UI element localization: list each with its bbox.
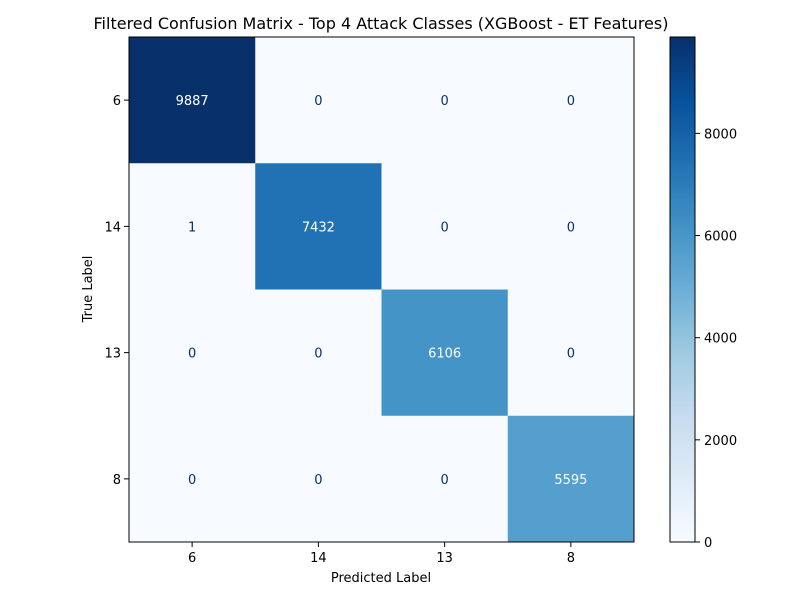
cell-value-label: 0: [188, 473, 196, 488]
matrix-cell: [129, 37, 256, 164]
x-tick-label: 8: [567, 551, 575, 566]
matrix-cell: [507, 163, 635, 290]
plot-frame: [128, 36, 635, 543]
cell-value-label: 5595: [554, 473, 587, 488]
cell-value-label: 0: [314, 347, 322, 362]
matrix-cell: [507, 415, 635, 543]
matrix-cell: [381, 163, 509, 290]
matrix-cell: [255, 37, 382, 164]
cell-value-label: 0: [440, 473, 448, 488]
x-tick-label: 13: [436, 551, 453, 566]
cell-value-label: 0: [567, 220, 575, 235]
matrix-cell: [381, 37, 509, 164]
matrix-cell: [381, 415, 509, 543]
cell-value-label: 0: [314, 473, 322, 488]
cell-value-label: 9887: [176, 94, 209, 109]
colorbar-tick-label: 6000: [704, 230, 737, 245]
colorbar-tick-label: 8000: [704, 127, 737, 142]
matrix-cell: [255, 163, 382, 290]
cell-value-label: 1: [188, 220, 196, 235]
y-tick-label: 14: [104, 220, 121, 235]
chart-title: Filtered Confusion Matrix - Top 4 Attack…: [94, 14, 669, 33]
heatmap-cells: 9887 0 0 0 1 7432 0 0 0 0 6106 0 0 0 0 5595: [129, 37, 635, 543]
y-tick-label: 8: [113, 473, 121, 488]
matrix-cell: [255, 415, 382, 543]
cell-value-label: 0: [567, 347, 575, 362]
x-axis-label: Predicted Label: [331, 571, 431, 586]
colorbar-tick-label: 4000: [704, 332, 737, 347]
cell-value-label: 0: [314, 94, 322, 109]
cell-value-label: 0: [440, 94, 448, 109]
cell-value-label: 6106: [428, 347, 461, 362]
x-tick-label: 14: [310, 551, 327, 566]
matrix-cell: [381, 289, 509, 417]
colorbar: [669, 36, 696, 543]
colorbar-axis: 0 2000 4000 6000 8000: [695, 127, 737, 551]
y-tick-label: 13: [104, 347, 121, 362]
x-tick-label: 6: [188, 551, 196, 566]
matrix-cell: [129, 289, 256, 417]
y-tick-label: 6: [113, 94, 121, 109]
matrix-cell: [129, 163, 256, 290]
cell-value-label: 0: [188, 347, 196, 362]
matrix-cell: [507, 37, 635, 164]
colorbar-tick-label: 2000: [704, 434, 737, 449]
matrix-cell: [129, 415, 256, 543]
cell-value-label: 7432: [302, 220, 335, 235]
y-axis-label: True Label: [81, 256, 96, 324]
cell-value-label: 0: [440, 220, 448, 235]
axes: 6 14 13 8 6 14 13 8: [104, 94, 575, 566]
matrix-cell: [255, 289, 382, 417]
colorbar-tick-label: 0: [704, 536, 712, 551]
cell-value-label: 0: [567, 94, 575, 109]
matrix-cell: [507, 289, 635, 417]
